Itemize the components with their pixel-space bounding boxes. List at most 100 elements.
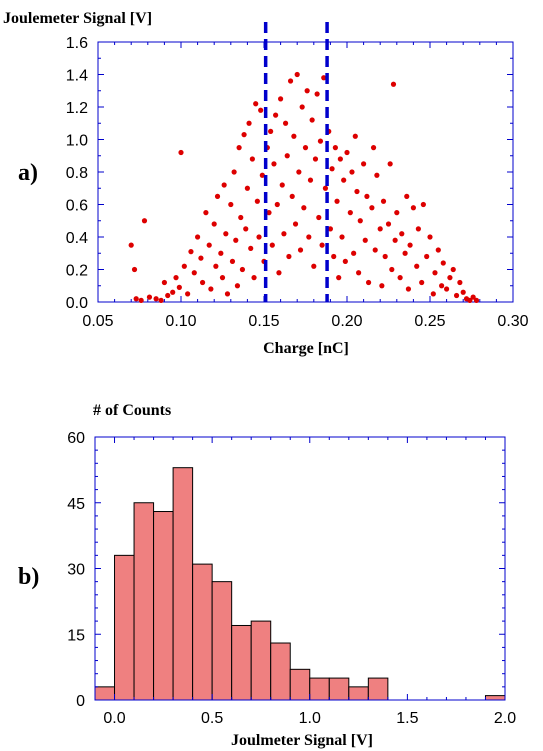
scatter-point bbox=[234, 283, 241, 289]
histogram-y-tick-label: 45 bbox=[67, 496, 85, 513]
scatter-point bbox=[236, 145, 242, 151]
scatter-point bbox=[470, 294, 476, 300]
scatter-x-tick-label: 0.05 bbox=[82, 313, 113, 330]
scatter-point bbox=[439, 283, 445, 289]
scatter-point bbox=[467, 297, 473, 303]
scatter-point bbox=[447, 275, 453, 281]
scatter-point bbox=[221, 182, 227, 188]
scatter-point bbox=[361, 161, 367, 167]
scatter-point bbox=[331, 253, 337, 260]
scatter-point bbox=[266, 210, 272, 216]
histogram-bar bbox=[328, 677, 350, 701]
scatter-point bbox=[336, 275, 342, 281]
histogram-bar bbox=[250, 620, 272, 701]
scatter-point bbox=[286, 253, 292, 260]
scatter-point bbox=[165, 292, 171, 299]
scatter-point bbox=[188, 249, 194, 255]
scatter-point bbox=[219, 275, 226, 281]
scatter-point bbox=[289, 193, 295, 199]
scatter-point bbox=[287, 78, 294, 84]
scatter-x-tick-label: 0.15 bbox=[248, 313, 279, 330]
histogram-bar bbox=[289, 668, 311, 701]
scatter-point bbox=[297, 247, 304, 253]
scatter-point bbox=[282, 120, 289, 126]
scatter-y-tick-label: 0.2 bbox=[66, 263, 88, 280]
scatter-point bbox=[351, 250, 357, 256]
scatter-point bbox=[228, 201, 234, 208]
scatter-point bbox=[203, 210, 209, 216]
scatter-point bbox=[246, 120, 252, 126]
scatter-point bbox=[319, 242, 325, 248]
scatter-point bbox=[128, 242, 134, 248]
scatter-x-axis-title: Charge [nC] bbox=[263, 340, 349, 357]
scatter-threshold-lines bbox=[263, 22, 329, 302]
scatter-point bbox=[146, 294, 153, 300]
histogram-y-axis-title: # of Counts bbox=[93, 402, 171, 419]
scatter-point bbox=[294, 71, 300, 78]
scatter-point bbox=[357, 218, 363, 224]
histogram-bar bbox=[348, 686, 369, 701]
scatter-point bbox=[362, 237, 368, 243]
scatter-point bbox=[176, 284, 182, 290]
scatter-point bbox=[214, 193, 221, 199]
scatter-point bbox=[370, 145, 377, 151]
histogram-x-tick-label: 0.0 bbox=[103, 710, 125, 727]
scatter-point bbox=[354, 188, 360, 195]
scatter-y-tick-label: 0.8 bbox=[66, 165, 88, 182]
scatter-point bbox=[402, 250, 408, 256]
histogram-y-tick-label: 30 bbox=[67, 562, 85, 579]
scatter-point bbox=[302, 145, 309, 151]
scatter-point bbox=[327, 226, 333, 232]
scatter-point bbox=[372, 247, 378, 253]
histogram-panel: # of Counts b) 0.0 0.5 1.0 1.5 2.0015304560 … bbox=[18, 402, 516, 749]
histogram-x-tick-label: 2.0 bbox=[494, 710, 516, 727]
scatter-point bbox=[321, 75, 327, 81]
scatter-y-tick-label: 0.0 bbox=[66, 295, 88, 312]
scatter-point bbox=[273, 112, 279, 118]
histogram-bar bbox=[367, 677, 389, 701]
scatter-point bbox=[178, 149, 184, 156]
scatter-point bbox=[211, 221, 217, 227]
scatter-y-tick-label: 1.6 bbox=[66, 35, 88, 52]
histogram-bars bbox=[94, 467, 506, 701]
scatter-point bbox=[352, 133, 358, 139]
scatter-point bbox=[342, 258, 348, 264]
scatter-point bbox=[208, 286, 214, 292]
scatter-point bbox=[435, 247, 441, 253]
scatter-point bbox=[399, 231, 405, 237]
scatter-point bbox=[314, 91, 320, 97]
scatter-point bbox=[284, 153, 290, 159]
scatter-point bbox=[278, 96, 284, 102]
scatter-point bbox=[424, 253, 430, 260]
scatter-point bbox=[347, 210, 353, 216]
scatter-point bbox=[334, 198, 340, 204]
scatter-point bbox=[158, 297, 164, 303]
scatter-point bbox=[241, 132, 247, 138]
scatter-point bbox=[341, 177, 347, 183]
histogram-panel-label: b) bbox=[18, 564, 39, 590]
histogram-bar bbox=[231, 624, 252, 701]
scatter-point bbox=[420, 201, 426, 208]
histogram-x-tick-label: 1.0 bbox=[299, 710, 321, 727]
scatter-points bbox=[128, 71, 480, 303]
scatter-point bbox=[296, 169, 302, 175]
scatter-point bbox=[473, 297, 480, 303]
histogram-bar bbox=[192, 563, 213, 701]
scatter-point bbox=[369, 205, 375, 211]
scatter-point bbox=[198, 255, 204, 261]
scatter-point bbox=[453, 292, 460, 299]
scatter-point bbox=[138, 297, 144, 303]
scatter-point bbox=[306, 234, 312, 240]
histogram-bar bbox=[94, 686, 116, 701]
scatter-point bbox=[379, 283, 385, 289]
histogram-bar bbox=[270, 642, 291, 701]
scatter-plot-frame bbox=[97, 41, 514, 303]
scatter-point bbox=[460, 289, 466, 295]
scatter-point bbox=[349, 169, 355, 175]
histogram-bar bbox=[133, 502, 155, 701]
scatter-point bbox=[394, 210, 400, 216]
scatter-point bbox=[337, 156, 343, 162]
histogram-bar bbox=[484, 695, 506, 701]
scatter-point bbox=[173, 275, 179, 281]
